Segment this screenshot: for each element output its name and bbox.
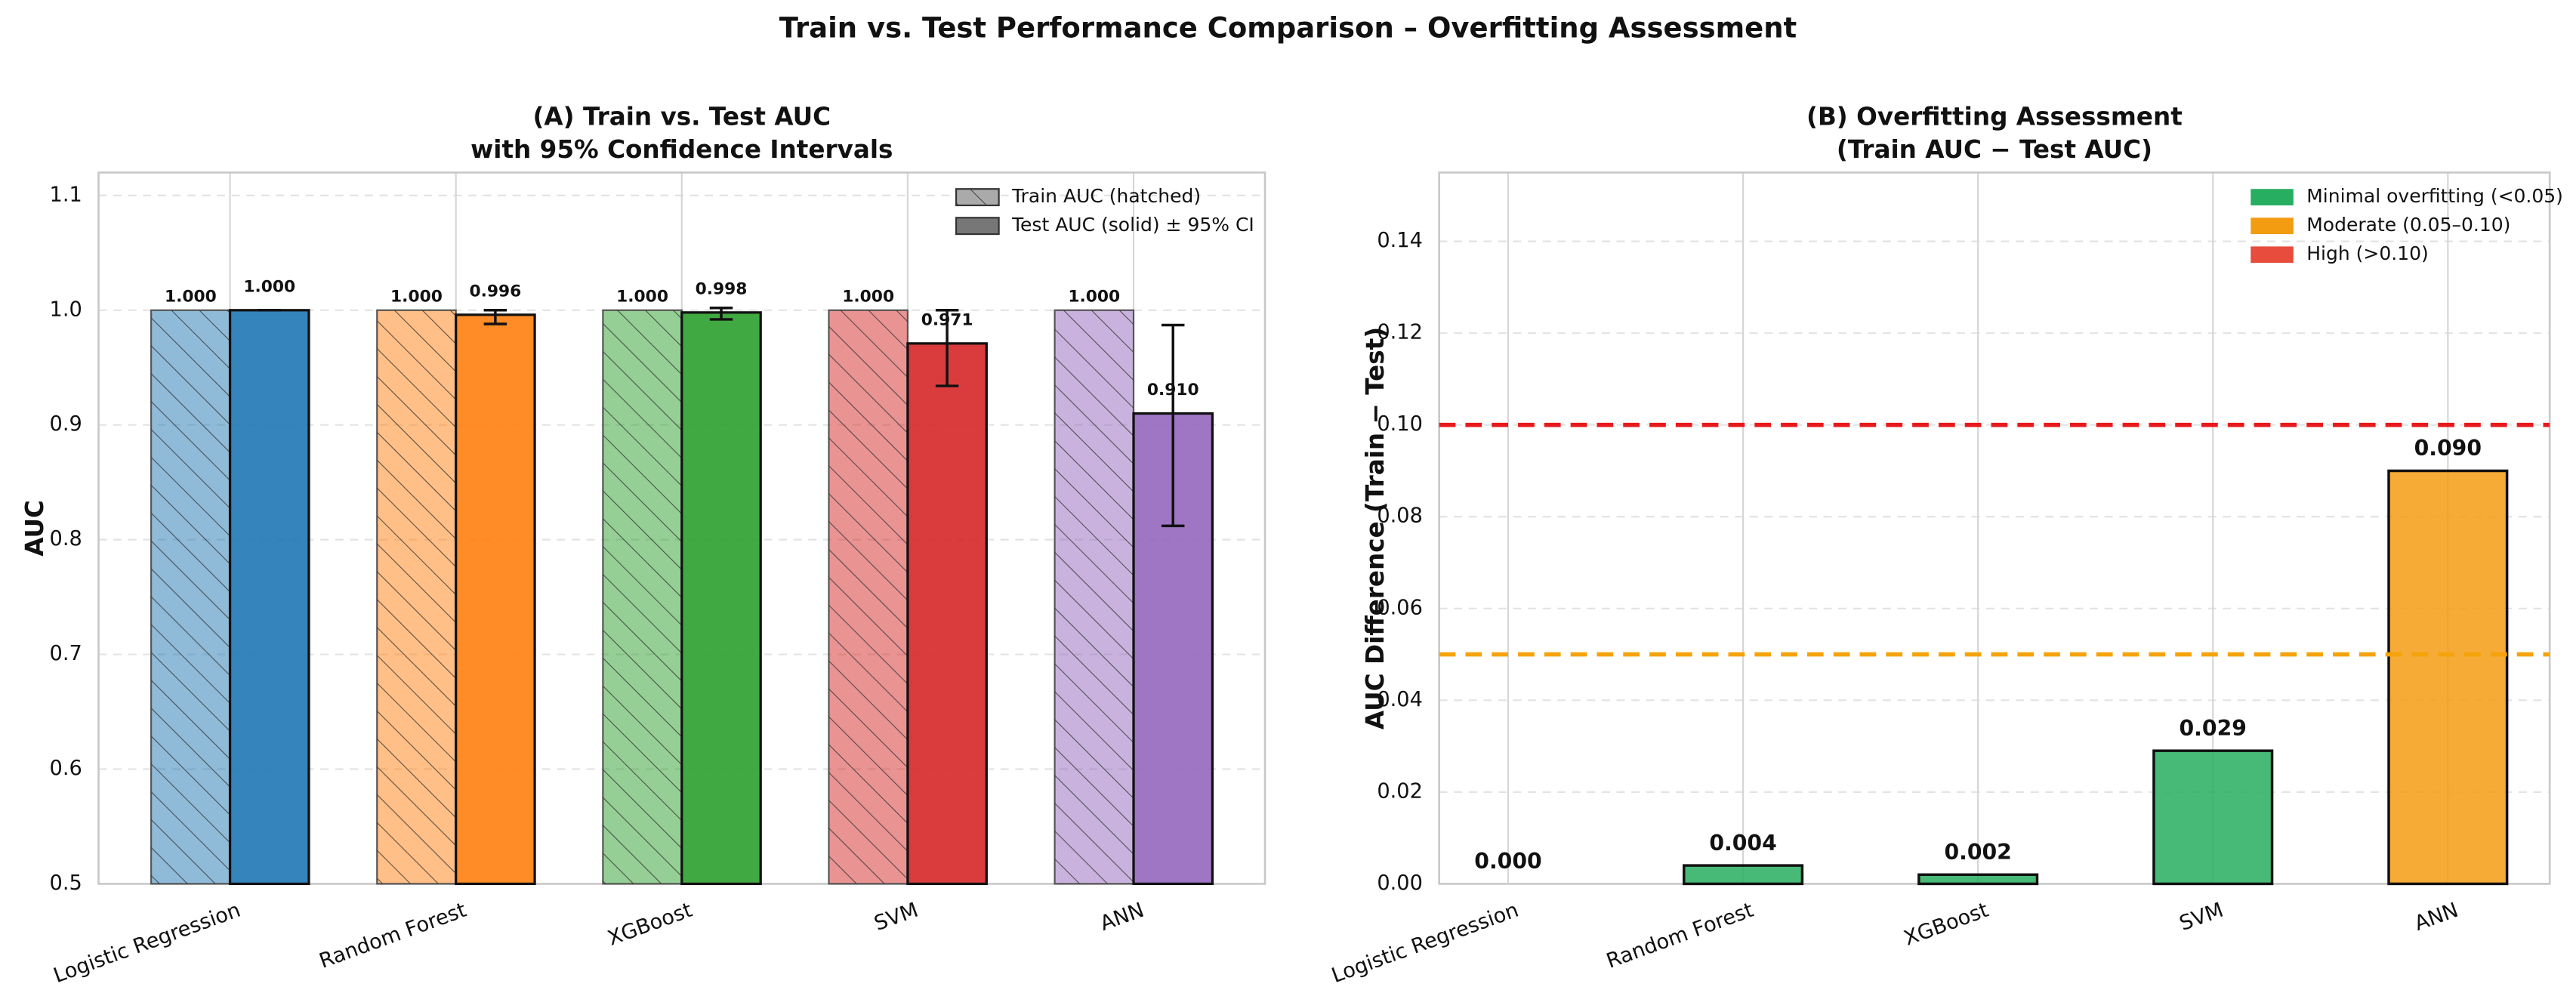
y-tick-label: 0.7 [50, 642, 82, 665]
value-label: 0.910 [1147, 381, 1199, 399]
legend-label: High (>0.10) [2306, 242, 2429, 264]
y-axis-label: AUC Difference (Train − Test) [1361, 327, 1390, 729]
y-tick-label: 0.9 [50, 412, 82, 436]
legend-label: Moderate (0.05–0.10) [2306, 214, 2510, 236]
y-tick-label: 1.0 [50, 298, 82, 321]
y-tick-label: 1.1 [50, 183, 82, 206]
y-tick-label: 0.8 [50, 527, 82, 551]
y-tick-label: 0.00 [1377, 871, 1423, 895]
figure-title: Train vs. Test Performance Comparison – … [779, 12, 1797, 45]
y-tick-label: 0.6 [50, 757, 82, 780]
chart-title: (Train AUC − Test AUC) [1837, 135, 2152, 164]
value-label: 0.996 [469, 282, 521, 301]
chart-title: with 95% Confidence Intervals [470, 135, 893, 164]
bar [2152, 749, 2274, 886]
hatch-overlay [828, 310, 908, 884]
legend-swatch [2251, 217, 2294, 235]
value-label: 1.000 [842, 287, 894, 306]
legend-swatch [955, 217, 1000, 236]
y-tick-label: 0.06 [1377, 596, 1423, 619]
y-tick-label: 0.14 [1377, 229, 1423, 252]
bar [2387, 469, 2509, 886]
bar [455, 313, 536, 886]
y-axis-label: AUC [20, 500, 49, 557]
y-tick-label: 0.02 [1377, 779, 1423, 803]
chart-title: (A) Train vs. Test AUC [533, 103, 831, 131]
hatch-overlay [1054, 310, 1134, 884]
value-label: 0.998 [696, 279, 748, 298]
value-label: 0.029 [2180, 716, 2247, 741]
y-tick-label: 0.08 [1377, 504, 1423, 528]
bar [228, 309, 310, 886]
value-label: 0.090 [2414, 436, 2482, 461]
value-label: 1.000 [1068, 287, 1120, 306]
value-label: 0.000 [1474, 849, 1541, 874]
legend-label: Minimal overfitting (<0.05) [2306, 185, 2563, 207]
y-tick-label: 0.10 [1377, 412, 1423, 436]
bar [1917, 873, 2039, 886]
hatch-overlay [603, 310, 682, 884]
bar [680, 311, 762, 886]
legend-hatch [956, 189, 999, 205]
y-tick-label: 0.12 [1377, 321, 1423, 344]
error-bar [483, 309, 507, 325]
value-label: 0.971 [921, 310, 973, 329]
value-label: 0.002 [1944, 840, 2011, 865]
bar [1683, 864, 1804, 886]
value-label: 1.000 [243, 277, 295, 296]
hatch-overlay [151, 310, 230, 884]
chart-title: (B) Overfitting Assessment [1806, 103, 2183, 131]
hatch-overlay [377, 310, 456, 884]
value-label: 1.000 [616, 287, 668, 306]
legend-swatch [2251, 246, 2294, 264]
legend-label: Train AUC (hatched) [1011, 185, 1201, 207]
value-label: 1.000 [165, 287, 217, 306]
value-label: 0.004 [1709, 831, 1776, 856]
error-bar [709, 307, 733, 321]
y-tick-label: 0.04 [1377, 688, 1423, 711]
y-tick-label: 0.5 [50, 871, 82, 895]
error-bar [935, 309, 959, 387]
legend-label: Test AUC (solid) ± 95% CI [1011, 214, 1254, 236]
bar [906, 342, 988, 886]
value-label: 1.000 [390, 287, 443, 306]
legend-swatch [2251, 189, 2294, 205]
error-bar [1161, 323, 1185, 528]
